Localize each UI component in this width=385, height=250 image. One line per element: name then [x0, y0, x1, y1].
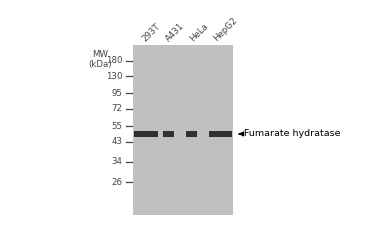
FancyBboxPatch shape — [133, 46, 233, 215]
Text: HeLa: HeLa — [188, 22, 209, 44]
Text: 72: 72 — [112, 104, 123, 113]
Text: 43: 43 — [112, 137, 123, 146]
FancyBboxPatch shape — [163, 131, 174, 137]
Text: 130: 130 — [106, 72, 123, 81]
Text: MW
(kDa): MW (kDa) — [89, 50, 112, 69]
Text: 293T: 293T — [141, 22, 162, 44]
Text: Fumarate hydratase: Fumarate hydratase — [244, 130, 341, 138]
Text: HepG2: HepG2 — [212, 16, 239, 44]
Text: 34: 34 — [112, 157, 123, 166]
Text: 55: 55 — [112, 122, 123, 131]
FancyBboxPatch shape — [134, 131, 158, 137]
Text: 180: 180 — [106, 56, 123, 65]
FancyBboxPatch shape — [209, 131, 232, 137]
Text: 95: 95 — [112, 89, 123, 98]
Text: 26: 26 — [112, 178, 123, 186]
FancyBboxPatch shape — [186, 131, 197, 137]
Text: A431: A431 — [164, 21, 186, 44]
